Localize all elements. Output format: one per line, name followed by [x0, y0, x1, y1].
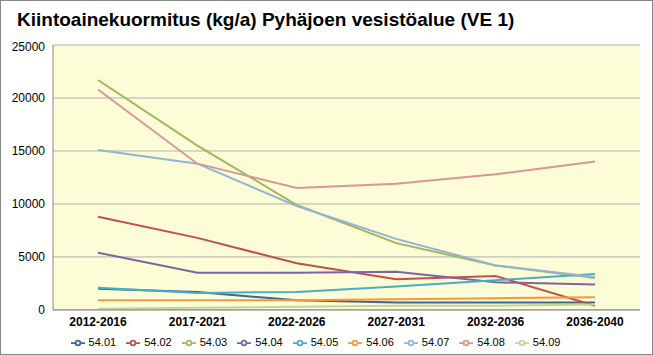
- html-text:54.08: 54.08: [477, 335, 505, 348]
- svg-text:2027-2031: 2027-2031: [368, 315, 426, 329]
- svg-text:5000: 5000: [18, 250, 45, 264]
- svg-text:2017-2021: 2017-2021: [169, 315, 227, 329]
- svg-text:2022-2026: 2022-2026: [268, 315, 326, 329]
- html-text:54.06: 54.06: [366, 335, 394, 348]
- svg-text:2012-2016: 2012-2016: [69, 315, 127, 329]
- html-text:54.03: 54.03: [199, 335, 228, 348]
- html-text:54.04: 54.04: [255, 335, 283, 348]
- svg-text:25000: 25000: [12, 40, 46, 54]
- html-text:Kiintoainekuormitus (kg/a) Pyh: Kiintoainekuormitus (kg/a) Pyhäjoen vesi…: [17, 9, 515, 30]
- html-text:54.09: 54.09: [532, 335, 561, 348]
- html-text:54.07: 54.07: [421, 335, 450, 348]
- svg-text:0: 0: [38, 303, 45, 317]
- svg-text:15000: 15000: [12, 144, 46, 158]
- svg-text:2032-2036: 2032-2036: [467, 315, 525, 329]
- html-text:54.01: 54.01: [88, 335, 117, 348]
- svg-text:2036-2040: 2036-2040: [566, 315, 624, 329]
- svg-text:20000: 20000: [12, 91, 46, 105]
- svg-text:10000: 10000: [12, 197, 46, 211]
- html-text:54.02: 54.02: [144, 335, 172, 348]
- html-text:54.05: 54.05: [310, 335, 339, 348]
